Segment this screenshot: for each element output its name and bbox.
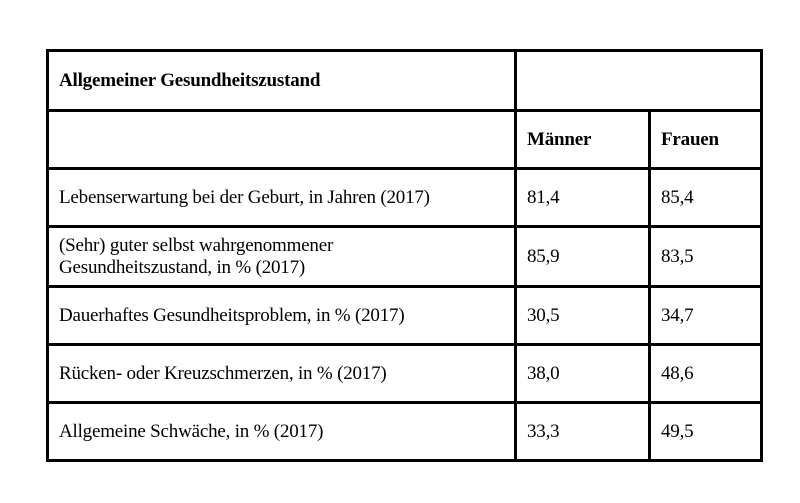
- empty-label-header-cell: [46, 109, 517, 170]
- row-label-line-2: Gesundheitszustand, in % (2017): [59, 256, 306, 278]
- table-row: Allgemeine Schwäche, in % (2017) 33,3 49…: [46, 401, 763, 462]
- value-maenner: 38,0: [514, 343, 651, 404]
- column-header-maenner: Männer: [514, 109, 651, 170]
- value-frauen: 48,6: [648, 343, 763, 404]
- value-frauen: 34,7: [648, 285, 763, 346]
- value-frauen: 83,5: [648, 225, 763, 288]
- table-title: Allgemeiner Gesundheitszustand: [46, 49, 517, 112]
- table-title-row: Allgemeiner Gesundheitszustand: [46, 49, 763, 112]
- row-label: Dauerhaftes Gesundheitsproblem, in % (20…: [46, 285, 517, 346]
- column-header-row: Männer Frauen: [46, 109, 763, 170]
- row-label: Rücken- oder Kreuzschmerzen, in % (2017): [46, 343, 517, 404]
- health-status-table: Allgemeiner Gesundheitszustand Männer Fr…: [46, 49, 763, 462]
- value-maenner: 81,4: [514, 167, 651, 228]
- row-label: Lebenserwartung bei der Geburt, in Jahre…: [46, 167, 517, 228]
- table-row: (Sehr) guter selbst wahrgenommener Gesun…: [46, 225, 763, 288]
- value-maenner: 33,3: [514, 401, 651, 462]
- table-row: Lebenserwartung bei der Geburt, in Jahre…: [46, 167, 763, 228]
- column-header-frauen: Frauen: [648, 109, 763, 170]
- row-label-line-1: (Sehr) guter selbst wahrgenommener: [59, 234, 334, 256]
- row-label: Allgemeine Schwäche, in % (2017): [46, 401, 517, 462]
- table-row: Rücken- oder Kreuzschmerzen, in % (2017)…: [46, 343, 763, 404]
- row-label: (Sehr) guter selbst wahrgenommener Gesun…: [46, 225, 517, 288]
- empty-header-cell: [514, 49, 763, 112]
- value-maenner: 85,9: [514, 225, 651, 288]
- table-row: Dauerhaftes Gesundheitsproblem, in % (20…: [46, 285, 763, 346]
- value-frauen: 49,5: [648, 401, 763, 462]
- value-maenner: 30,5: [514, 285, 651, 346]
- value-frauen: 85,4: [648, 167, 763, 228]
